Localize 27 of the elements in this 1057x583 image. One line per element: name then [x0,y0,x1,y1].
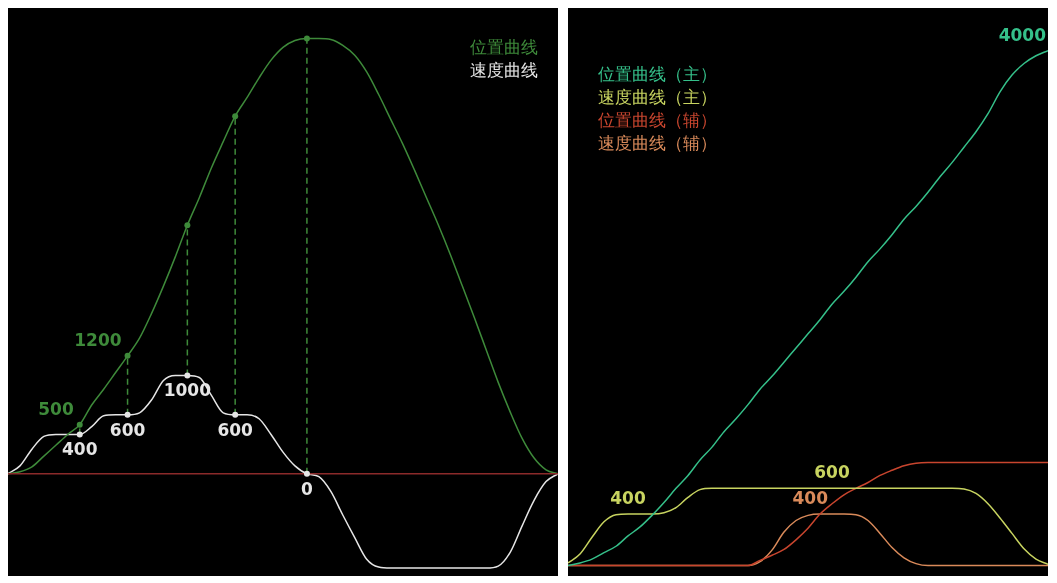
text: 速度曲线（主） [598,86,717,107]
point [184,372,191,379]
text: 位置曲线（辅） [598,109,717,130]
text: 位置曲线（主） [598,63,717,84]
point [124,352,131,359]
text: 速度曲线 [470,59,538,80]
data-label: 600 [109,419,146,440]
data-label: 1000 [163,380,212,401]
point [184,222,191,229]
data-label: 1200 [74,329,122,350]
data-label: 500 [38,398,74,419]
point [232,113,239,120]
text: 速度曲线（辅） [598,132,717,153]
data-label: 0 [301,478,313,499]
point [303,470,310,477]
point [303,35,310,42]
point [76,431,83,438]
data-label: 400 [792,487,829,508]
data-label: 4000 [998,24,1047,45]
point [124,411,131,418]
data-label: 600 [814,462,850,483]
data-label: 600 [217,419,254,440]
point [232,411,239,418]
text: 位置曲线 [470,36,538,57]
data-label: 400 [62,439,98,460]
point [76,421,83,428]
data-label: 400 [610,487,646,508]
